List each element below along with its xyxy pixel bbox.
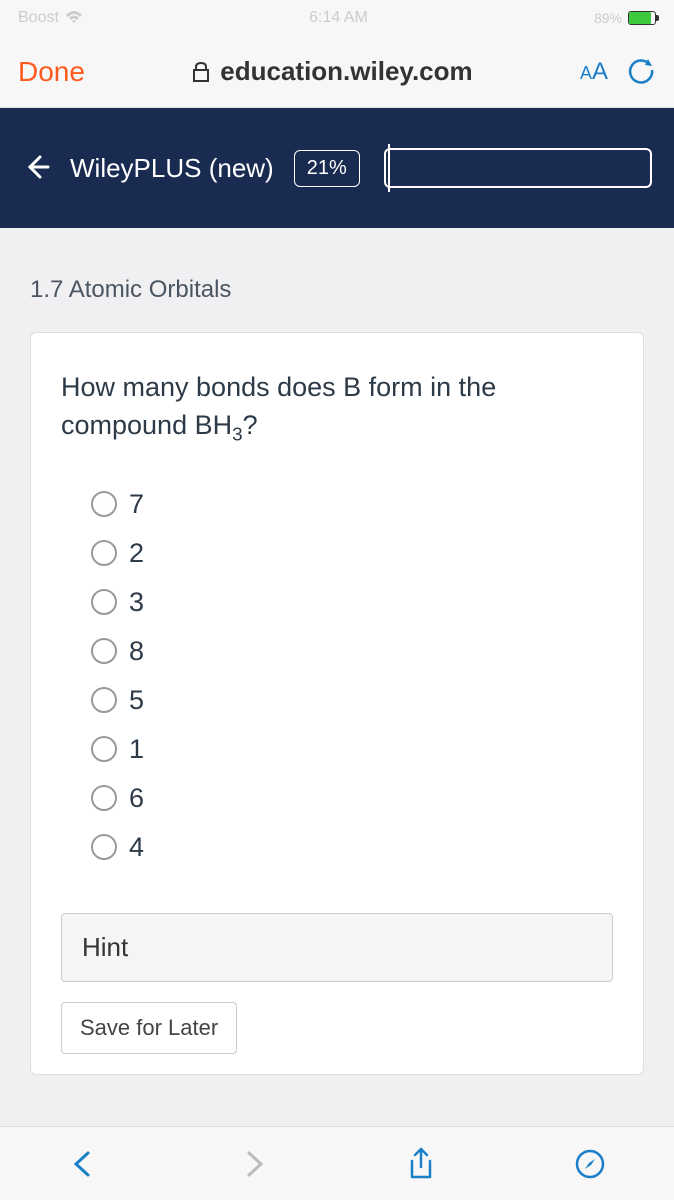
text-size-button[interactable]: AA <box>580 58 608 86</box>
option-7[interactable]: 4 <box>91 832 613 863</box>
progress-bar <box>384 148 652 188</box>
compass-icon <box>574 1147 606 1181</box>
radio-icon <box>91 589 117 615</box>
radio-icon <box>91 785 117 811</box>
options-group: 7 2 3 8 5 1 6 4 <box>61 489 613 863</box>
section-title: 1.7 Atomic Orbitals <box>0 228 674 332</box>
option-label: 1 <box>129 734 144 765</box>
wiley-title: WileyPLUS (new) <box>70 153 274 184</box>
hint-button[interactable]: Hint <box>61 913 613 982</box>
status-battery: 89% <box>594 10 656 26</box>
option-0[interactable]: 7 <box>91 489 613 520</box>
nav-back-button[interactable] <box>68 1147 100 1181</box>
option-1[interactable]: 2 <box>91 538 613 569</box>
radio-icon <box>91 638 117 664</box>
progress-badge: 21% <box>294 150 360 187</box>
url-display[interactable]: education.wiley.com <box>103 56 562 87</box>
question-subscript: 3 <box>232 424 243 445</box>
option-4[interactable]: 5 <box>91 685 613 716</box>
option-label: 7 <box>129 489 144 520</box>
share-button[interactable] <box>405 1147 437 1181</box>
lock-icon <box>192 61 210 83</box>
browser-bar: Done education.wiley.com AA <box>0 36 674 108</box>
question-card: How many bonds does B form in the compou… <box>30 332 644 1075</box>
refresh-icon <box>626 55 656 85</box>
status-bar: Boost 6:14 AM 89% <box>0 0 674 36</box>
save-for-later-button[interactable]: Save for Later <box>61 1002 237 1054</box>
battery-icon <box>628 11 656 25</box>
nav-forward-button[interactable] <box>237 1147 269 1181</box>
option-label: 5 <box>129 685 144 716</box>
status-carrier: Boost <box>18 9 83 27</box>
option-label: 2 <box>129 538 144 569</box>
wifi-icon <box>65 11 83 25</box>
back-arrow-icon <box>22 153 50 181</box>
done-button[interactable]: Done <box>18 56 85 88</box>
back-button[interactable] <box>22 153 50 184</box>
carrier-label: Boost <box>18 9 59 27</box>
option-label: 4 <box>129 832 144 863</box>
option-5[interactable]: 1 <box>91 734 613 765</box>
option-2[interactable]: 3 <box>91 587 613 618</box>
progress-tick <box>388 144 390 192</box>
option-3[interactable]: 8 <box>91 636 613 667</box>
option-label: 6 <box>129 783 144 814</box>
chevron-right-icon <box>237 1147 269 1181</box>
url-text: education.wiley.com <box>220 56 472 87</box>
chevron-left-icon <box>68 1147 100 1181</box>
question-prefix: How many bonds does B form in the compou… <box>61 372 496 440</box>
option-6[interactable]: 6 <box>91 783 613 814</box>
battery-pct: 89% <box>594 10 622 26</box>
radio-icon <box>91 736 117 762</box>
share-icon <box>405 1147 437 1181</box>
bottom-toolbar <box>0 1126 674 1200</box>
safari-button[interactable] <box>574 1147 606 1181</box>
status-time: 6:14 AM <box>309 9 368 27</box>
refresh-button[interactable] <box>626 55 656 88</box>
radio-icon <box>91 687 117 713</box>
option-label: 3 <box>129 587 144 618</box>
question-suffix: ? <box>243 410 258 440</box>
radio-icon <box>91 540 117 566</box>
option-label: 8 <box>129 636 144 667</box>
question-text: How many bonds does B form in the compou… <box>61 369 613 449</box>
wiley-header: WileyPLUS (new) 21% <box>0 108 674 228</box>
radio-icon <box>91 834 117 860</box>
radio-icon <box>91 491 117 517</box>
